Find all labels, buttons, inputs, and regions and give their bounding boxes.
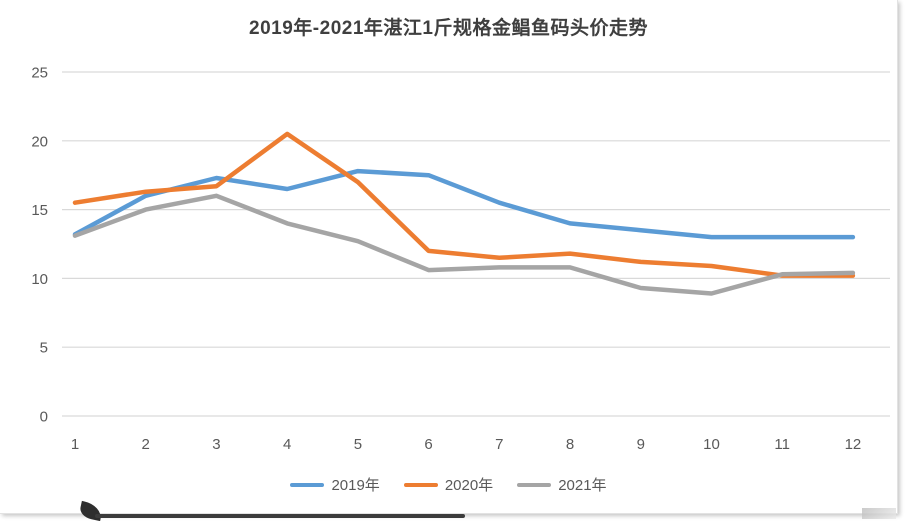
legend-swatch-2021-icon <box>517 482 552 487</box>
legend-item-2020: 2020年 <box>403 474 494 495</box>
y-tick-label: 5 <box>40 340 48 357</box>
x-tick-label: 7 <box>495 436 503 453</box>
x-tick-label: 9 <box>637 436 645 453</box>
chart-legend: 2019年 2020年 2021年 <box>0 474 897 495</box>
chart-title: 2019年-2021年湛江1斤规格金鲳鱼码头价走势 <box>249 18 648 39</box>
legend-label-2020: 2020年 <box>444 477 494 494</box>
x-tick-label: 11 <box>774 436 790 453</box>
legend-label-2019: 2019年 <box>331 477 380 494</box>
y-tick-label: 20 <box>31 133 48 150</box>
x-tick-label: 12 <box>845 436 862 453</box>
legend-item-2019: 2019年 <box>290 474 380 495</box>
x-tick-label: 6 <box>424 436 432 453</box>
legend-label-2021: 2021年 <box>558 477 607 494</box>
x-tick-label: 2 <box>142 436 150 453</box>
y-tick-label: 10 <box>31 271 48 288</box>
bottom-edge-strip-artifact <box>95 514 465 518</box>
series-line-2019年 <box>72 168 856 240</box>
y-tick-label: 15 <box>31 202 48 219</box>
y-tick-label: 0 <box>40 409 48 426</box>
x-tick-label: 3 <box>212 436 220 453</box>
x-tick-label: 8 <box>566 436 574 453</box>
legend-swatch-2020-icon <box>403 482 438 487</box>
x-tick-label: 5 <box>354 436 362 453</box>
bottom-right-shadow <box>862 508 896 519</box>
chart-card: 2019年-2021年湛江1斤规格金鲳鱼码头价走势 0 5 10 15 20 25 1 2 3 4… <box>0 0 898 514</box>
y-tick-label: 25 <box>31 65 48 82</box>
series-line-2020年 <box>72 131 856 278</box>
legend-swatch-2019-icon <box>290 482 325 487</box>
x-tick-label: 10 <box>703 436 720 453</box>
series-line-2021年 <box>72 193 856 296</box>
x-tick-label: 1 <box>71 436 79 453</box>
legend-item-2021: 2021年 <box>517 474 607 495</box>
x-tick-label: 4 <box>283 436 291 453</box>
